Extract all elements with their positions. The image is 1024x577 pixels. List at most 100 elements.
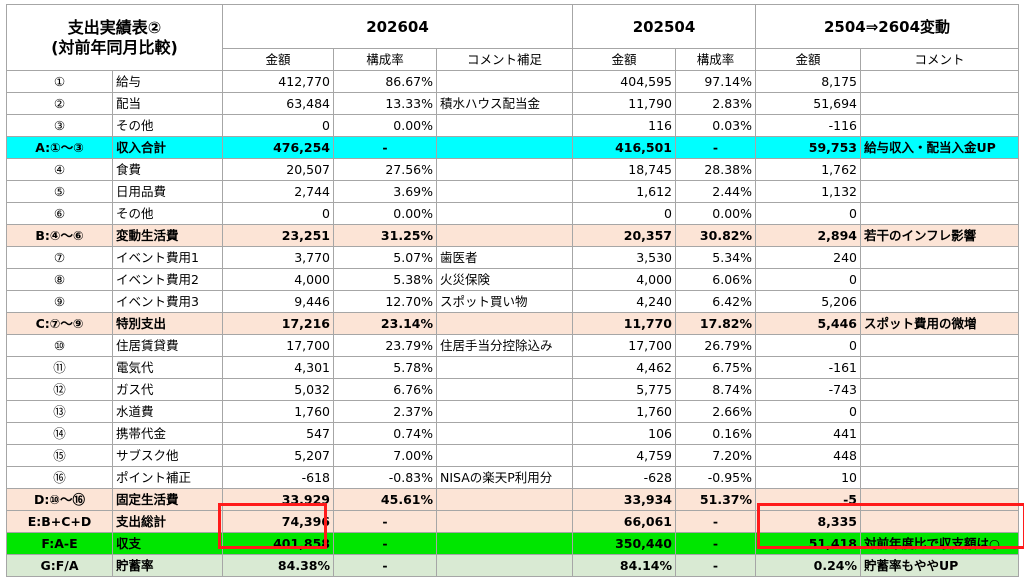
- diff-comment-cell[interactable]: [860, 246, 1019, 269]
- row-number-cell[interactable]: ⑥: [6, 202, 113, 225]
- row-number-cell[interactable]: A:①～③: [6, 136, 113, 159]
- prev-amount-cell[interactable]: 5,775: [572, 378, 676, 401]
- diff-comment-cell[interactable]: [860, 356, 1019, 379]
- diff-comment-cell[interactable]: [860, 180, 1019, 203]
- row-number-cell[interactable]: ⑤: [6, 180, 113, 203]
- cur-comment-cell[interactable]: [436, 444, 573, 467]
- cur-amount-cell[interactable]: 4,301: [222, 356, 334, 379]
- prev-ratio-cell[interactable]: 0.03%: [675, 114, 756, 137]
- prev-amount-cell[interactable]: 404,595: [572, 70, 676, 93]
- prev-ratio-cell[interactable]: 6.42%: [675, 290, 756, 313]
- prev-amount-cell[interactable]: 4,000: [572, 268, 676, 291]
- diff-amount-cell[interactable]: -161: [755, 356, 861, 379]
- cur-ratio-cell[interactable]: 13.33%: [333, 92, 437, 115]
- diff-comment-cell[interactable]: [860, 378, 1019, 401]
- prev-amount-cell[interactable]: 33,934: [572, 488, 676, 511]
- row-number-cell[interactable]: ⑬: [6, 400, 113, 423]
- diff-amount-cell[interactable]: 8,175: [755, 70, 861, 93]
- cur-amount-cell[interactable]: 84.38%: [222, 554, 334, 577]
- prev-amount-cell[interactable]: 84.14%: [572, 554, 676, 577]
- diff-comment-cell[interactable]: [860, 114, 1019, 137]
- prev-amount-cell[interactable]: 17,700: [572, 334, 676, 357]
- prev-amount-cell[interactable]: 20,357: [572, 224, 676, 247]
- cur-ratio-cell[interactable]: 0.00%: [333, 202, 437, 225]
- cur-ratio-cell[interactable]: 5.78%: [333, 356, 437, 379]
- diff-comment-cell[interactable]: [860, 268, 1019, 291]
- prev-ratio-cell[interactable]: 2.83%: [675, 92, 756, 115]
- prev-amount-cell[interactable]: 18,745: [572, 158, 676, 181]
- row-name-cell[interactable]: 収入合計: [112, 136, 223, 159]
- row-number-cell[interactable]: F:A-E: [6, 532, 113, 555]
- diff-comment-cell[interactable]: [860, 488, 1019, 511]
- row-number-cell[interactable]: G:F/A: [6, 554, 113, 577]
- cur-ratio-cell[interactable]: -: [333, 510, 437, 533]
- cur-ratio-cell[interactable]: -: [333, 136, 437, 159]
- diff-comment-cell[interactable]: [860, 290, 1019, 313]
- row-name-cell[interactable]: 特別支出: [112, 312, 223, 335]
- cur-amount-cell[interactable]: -618: [222, 466, 334, 489]
- cur-comment-cell[interactable]: [436, 114, 573, 137]
- diff-comment-cell[interactable]: [860, 510, 1019, 533]
- prev-ratio-cell[interactable]: -: [675, 136, 756, 159]
- diff-amount-cell[interactable]: 448: [755, 444, 861, 467]
- diff-amount-cell[interactable]: 59,753: [755, 136, 861, 159]
- diff-amount-cell[interactable]: 5,446: [755, 312, 861, 335]
- cur-amount-cell[interactable]: 9,446: [222, 290, 334, 313]
- diff-comment-cell[interactable]: [860, 334, 1019, 357]
- row-name-cell[interactable]: 日用品費: [112, 180, 223, 203]
- diff-amount-cell[interactable]: 1,762: [755, 158, 861, 181]
- prev-amount-cell[interactable]: 1,760: [572, 400, 676, 423]
- prev-ratio-cell[interactable]: -: [675, 554, 756, 577]
- cur-comment-cell[interactable]: [436, 378, 573, 401]
- prev-amount-cell[interactable]: 116: [572, 114, 676, 137]
- row-name-cell[interactable]: 変動生活費: [112, 224, 223, 247]
- row-name-cell[interactable]: 電気代: [112, 356, 223, 379]
- prev-ratio-cell[interactable]: 28.38%: [675, 158, 756, 181]
- row-name-cell[interactable]: 水道費: [112, 400, 223, 423]
- cur-ratio-cell[interactable]: 2.37%: [333, 400, 437, 423]
- row-number-cell[interactable]: C:⑦～⑨: [6, 312, 113, 335]
- cur-ratio-cell[interactable]: -: [333, 532, 437, 555]
- diff-amount-cell[interactable]: -5: [755, 488, 861, 511]
- row-number-cell[interactable]: ④: [6, 158, 113, 181]
- cur-amount-cell[interactable]: 401,858: [222, 532, 334, 555]
- row-name-cell[interactable]: 貯蓄率: [112, 554, 223, 577]
- diff-comment-cell[interactable]: 若干のインフレ影響: [860, 224, 1019, 247]
- prev-ratio-cell[interactable]: 0.16%: [675, 422, 756, 445]
- diff-amount-cell[interactable]: 0.24%: [755, 554, 861, 577]
- row-number-cell[interactable]: ①: [6, 70, 113, 93]
- prev-ratio-cell[interactable]: 6.75%: [675, 356, 756, 379]
- cur-ratio-cell[interactable]: 5.38%: [333, 268, 437, 291]
- diff-amount-cell[interactable]: -116: [755, 114, 861, 137]
- cur-amount-cell[interactable]: 20,507: [222, 158, 334, 181]
- cur-amount-cell[interactable]: 17,216: [222, 312, 334, 335]
- prev-amount-cell[interactable]: 11,770: [572, 312, 676, 335]
- diff-amount-cell[interactable]: 51,418: [755, 532, 861, 555]
- cur-ratio-cell[interactable]: 12.70%: [333, 290, 437, 313]
- diff-comment-cell[interactable]: [860, 444, 1019, 467]
- cur-comment-cell[interactable]: [436, 400, 573, 423]
- row-name-cell[interactable]: 固定生活費: [112, 488, 223, 511]
- row-number-cell[interactable]: ⑫: [6, 378, 113, 401]
- prev-amount-cell[interactable]: 11,790: [572, 92, 676, 115]
- cur-ratio-cell[interactable]: 31.25%: [333, 224, 437, 247]
- prev-ratio-cell[interactable]: 30.82%: [675, 224, 756, 247]
- row-number-cell[interactable]: ②: [6, 92, 113, 115]
- row-number-cell[interactable]: ③: [6, 114, 113, 137]
- cur-comment-cell[interactable]: [436, 224, 573, 247]
- prev-ratio-cell[interactable]: -: [675, 510, 756, 533]
- prev-amount-cell[interactable]: 1,612: [572, 180, 676, 203]
- row-name-cell[interactable]: 配当: [112, 92, 223, 115]
- diff-comment-cell[interactable]: スポット費用の微増: [860, 312, 1019, 335]
- diff-comment-cell[interactable]: [860, 400, 1019, 423]
- diff-amount-cell[interactable]: -743: [755, 378, 861, 401]
- prev-ratio-cell[interactable]: -: [675, 532, 756, 555]
- cur-ratio-cell[interactable]: 5.07%: [333, 246, 437, 269]
- row-number-cell[interactable]: ⑯: [6, 466, 113, 489]
- diff-amount-cell[interactable]: 0: [755, 334, 861, 357]
- diff-amount-cell[interactable]: 51,694: [755, 92, 861, 115]
- diff-amount-cell[interactable]: 0: [755, 268, 861, 291]
- cur-comment-cell[interactable]: [436, 510, 573, 533]
- prev-ratio-cell[interactable]: 2.66%: [675, 400, 756, 423]
- cur-comment-cell[interactable]: [436, 488, 573, 511]
